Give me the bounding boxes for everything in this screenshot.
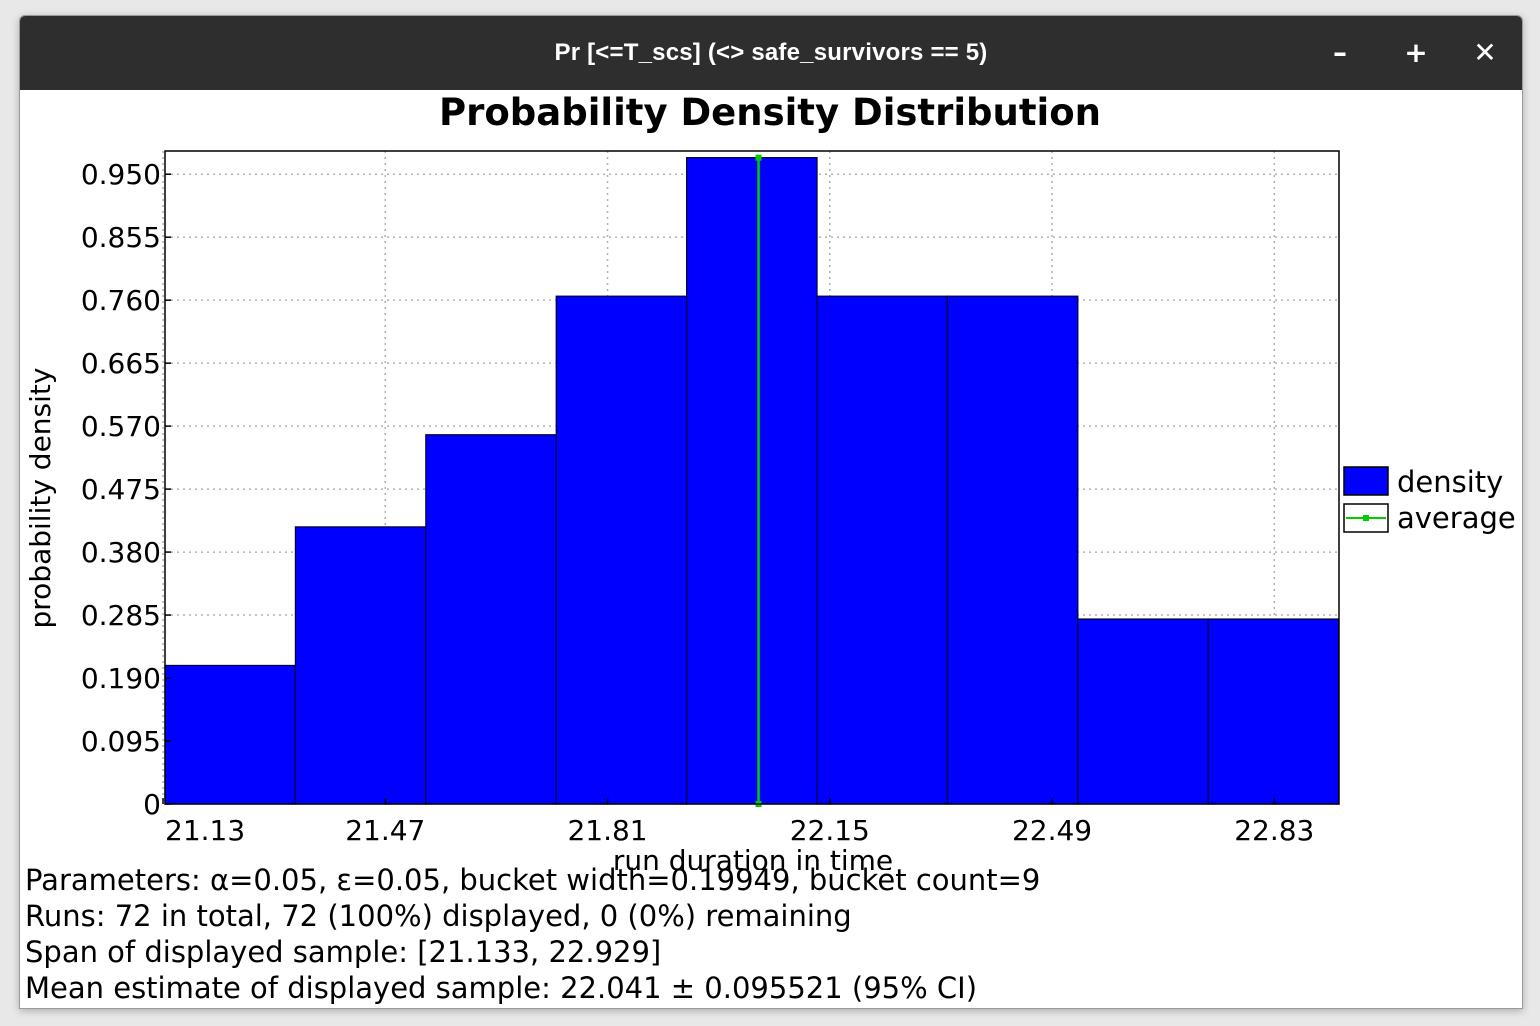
legend-average-marker <box>1363 515 1369 521</box>
y-tick-label: 0.380 <box>81 536 161 569</box>
y-tick-label: 0 <box>143 788 161 821</box>
y-tick-label: 0.285 <box>81 599 161 632</box>
title-bar[interactable]: Pr [<=T_scs] (<> safe_survivors == 5) – … <box>20 16 1522 90</box>
mean-estimate-text: Mean estimate of displayed sample: 22.04… <box>25 971 978 1005</box>
plot-frame <box>164 150 1340 805</box>
x-tick-label: 21.47 <box>345 814 425 847</box>
legend-average-label: average <box>1397 501 1516 535</box>
y-axis-label: probability density <box>24 368 57 629</box>
x-axis-label: run duration in time <box>613 844 893 870</box>
x-tick-label: 22.49 <box>1012 814 1092 847</box>
chart-title: Probability Density Distribution <box>439 91 1101 134</box>
y-tick-label: 0.475 <box>81 473 161 506</box>
x-tick-label: 22.15 <box>790 814 870 847</box>
window-title: Pr [<=T_scs] (<> safe_survivors == 5) <box>554 39 988 66</box>
density-bar <box>1077 618 1209 805</box>
y-tick-label: 0.665 <box>81 347 161 380</box>
density-chart: Probability Density Distribution probabi… <box>24 91 1516 870</box>
legend: density average <box>1343 465 1516 535</box>
runs-text: Runs: 72 in total, 72 (100%) displayed, … <box>25 899 852 933</box>
y-tick-label: 0.855 <box>81 221 161 254</box>
y-tick-label: 0.570 <box>81 410 161 443</box>
minimize-icon[interactable]: – <box>1333 36 1347 69</box>
y-ticks: 0 0.095 0.190 0.285 0.380 0.475 0.570 0.665 0.76… <box>81 158 171 821</box>
x-ticks: 21.13 21.47 21.81 22.15 22.49 22.83 <box>162 798 1314 847</box>
legend-density-swatch <box>1343 466 1389 496</box>
x-tick-label: 21.13 <box>165 814 245 847</box>
y-tick-label: 0.190 <box>81 662 161 695</box>
density-bar <box>164 664 297 805</box>
y-tick-label: 0.760 <box>81 284 161 317</box>
average-marker-top <box>755 154 762 161</box>
maximize-icon[interactable]: + <box>1404 36 1428 69</box>
density-bar <box>686 157 818 805</box>
close-icon[interactable]: ✕ <box>1473 36 1497 69</box>
density-bar <box>555 295 688 805</box>
parameters-text: Parameters: α=0.05, ε=0.05, bucket width… <box>25 863 1041 897</box>
x-tick-label: 21.81 <box>567 814 647 847</box>
y-tick-label: 0.095 <box>81 725 161 758</box>
span-text: Span of displayed sample: [21.133, 22.92… <box>25 935 662 969</box>
density-bar <box>294 526 427 805</box>
density-bar <box>1207 618 1340 805</box>
density-bars <box>164 157 1340 805</box>
x-tick-label: 22.83 <box>1234 814 1314 847</box>
legend-density-label: density <box>1397 465 1503 499</box>
density-bar <box>946 295 1079 805</box>
y-tick-label: 0.950 <box>81 158 161 191</box>
plot-window: Pr [<=T_scs] (<> safe_survivors == 5) – … <box>19 15 1523 1009</box>
density-bar <box>816 295 949 805</box>
density-bar <box>425 434 557 805</box>
